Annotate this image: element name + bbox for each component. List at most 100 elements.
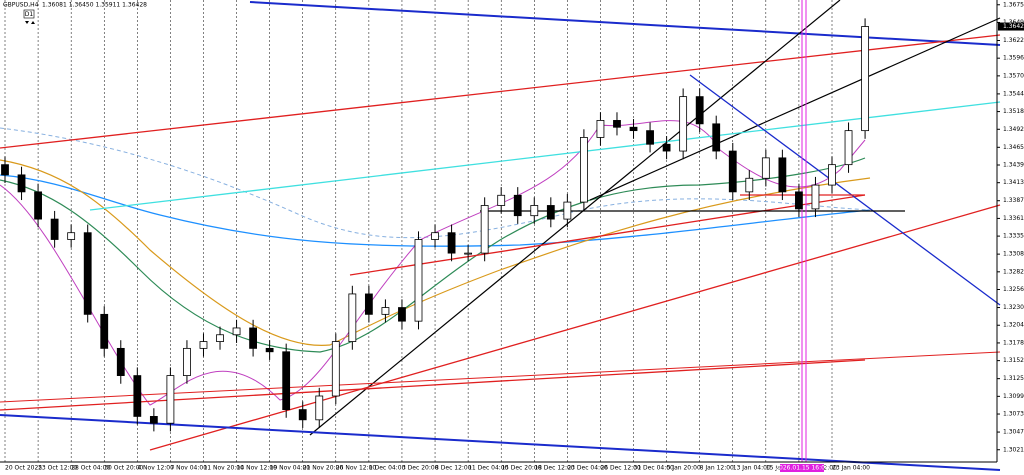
candle-body bbox=[216, 334, 224, 342]
y-tick-label: 1.35180 bbox=[1003, 108, 1024, 115]
candle-body bbox=[745, 177, 754, 193]
x-tick-label: 8 Jan 12:00 bbox=[700, 465, 734, 472]
trend-line bbox=[349, 194, 866, 276]
y-tick-label: 1.33870 bbox=[1003, 197, 1024, 204]
candle-body bbox=[695, 96, 704, 125]
trend-line bbox=[249, 1, 1001, 46]
candle-body bbox=[67, 232, 76, 240]
candle-body bbox=[199, 341, 208, 349]
candle-body bbox=[761, 157, 770, 179]
x-tick-label: 11 Dec 04:00 bbox=[468, 465, 509, 472]
y-tick-label: 1.30470 bbox=[1003, 429, 1024, 436]
trend-line bbox=[0, 359, 866, 411]
candle-body bbox=[844, 130, 853, 166]
x-tick-label: 23 Dec 04:00 bbox=[567, 465, 608, 472]
x-tick-label: 15 Dec 20:00 bbox=[501, 465, 542, 472]
x-tick-label: 23 Oct 12:00 bbox=[38, 465, 77, 472]
candle-body bbox=[249, 327, 258, 349]
symbol: GBPUSD,H4 bbox=[3, 2, 39, 9]
x-tick-label: 20 Oct 2025 bbox=[5, 465, 42, 472]
candle-body bbox=[513, 194, 522, 217]
candle-body bbox=[546, 205, 555, 220]
candle-body bbox=[34, 191, 42, 220]
timeframe[interactable]: D1 bbox=[25, 11, 34, 18]
trend-line bbox=[689, 74, 1001, 306]
y-tick-label: 1.30210 bbox=[1003, 446, 1024, 453]
timeframe-box[interactable] bbox=[23, 9, 35, 19]
y-tick-label: 1.32565 bbox=[1003, 286, 1024, 293]
candle-body bbox=[282, 351, 291, 411]
candle-body bbox=[728, 150, 737, 193]
y-tick-label: 1.31520 bbox=[1003, 357, 1024, 364]
x-tick-label: 19 Nov 04:00 bbox=[270, 465, 311, 472]
x-tick-label: 30 Oct 20:00 bbox=[104, 465, 143, 472]
ma-line bbox=[0, 174, 871, 247]
y-tick-label: 1.32825 bbox=[1003, 268, 1024, 275]
candle-body bbox=[348, 293, 357, 342]
y-tick-label: 1.36490 bbox=[1003, 19, 1024, 26]
y-tick-label: 1.34395 bbox=[1003, 162, 1024, 169]
x-tick-label: 11 Nov 20:00 bbox=[203, 465, 244, 472]
candles bbox=[1, 18, 869, 432]
y-tick-label: 1.33610 bbox=[1003, 215, 1024, 222]
quote: 1.36081 1.36450 1.35911 1.36428 bbox=[42, 2, 147, 9]
candle-body bbox=[133, 375, 142, 417]
candle-body bbox=[464, 252, 473, 255]
y-tick-label: 1.31255 bbox=[1003, 375, 1024, 382]
x-tick-label: 18 Dec 12:00 bbox=[534, 465, 575, 472]
candle-body bbox=[50, 218, 59, 240]
trend-line bbox=[589, 17, 1001, 201]
y-tick-label: 1.34920 bbox=[1003, 126, 1024, 133]
x-tick-label: 1 Dec 04:00 bbox=[369, 465, 406, 472]
candle-body bbox=[398, 307, 406, 322]
candle-body bbox=[580, 137, 588, 203]
candle-body bbox=[1, 164, 9, 176]
candle-body bbox=[17, 174, 26, 193]
scroll-arrows[interactable] bbox=[25, 21, 35, 24]
candle-body bbox=[149, 416, 158, 424]
y-tick-label: 1.36225 bbox=[1003, 37, 1024, 44]
ma-line bbox=[0, 157, 866, 353]
trend-line bbox=[0, 34, 1001, 149]
trend-line bbox=[89, 101, 1001, 211]
candle-body bbox=[265, 347, 274, 353]
x-tick-label: 23 Jan 04:00 bbox=[832, 465, 870, 472]
axes: 1.36750 1.36490 1.36225 1.35965 1.35705 1.354… bbox=[5, 1, 1024, 472]
trend-line bbox=[0, 414, 1001, 471]
candle-body bbox=[497, 194, 506, 206]
candle-body bbox=[646, 130, 654, 145]
y-tick-label: 1.30735 bbox=[1003, 411, 1024, 418]
y-tick-label: 1.35965 bbox=[1003, 55, 1024, 62]
candle-body bbox=[447, 232, 456, 254]
y-tick-label: 1.32300 bbox=[1003, 304, 1024, 311]
candle-body bbox=[629, 126, 638, 132]
y-tick-label: 1.34655 bbox=[1003, 144, 1024, 151]
y-tick-label: 1.31780 bbox=[1003, 339, 1024, 346]
candle-body bbox=[232, 327, 241, 336]
y-tick-label: 1.35705 bbox=[1003, 72, 1024, 79]
candle-body bbox=[480, 205, 489, 254]
candle-body bbox=[530, 205, 539, 217]
candle-body bbox=[414, 239, 423, 322]
y-tick-label: 1.33085 bbox=[1003, 251, 1024, 258]
trend-line bbox=[309, 0, 841, 436]
candle-body bbox=[83, 232, 92, 315]
candle-body bbox=[613, 120, 621, 128]
trend-line bbox=[149, 204, 1001, 451]
x-tick-label: 26 Dec 12:00 bbox=[600, 465, 641, 472]
y-tick-label: 1.35440 bbox=[1003, 90, 1024, 97]
x-tick-label: 14 Nov 12:00 bbox=[237, 465, 278, 472]
annotation: 2026.01.15 16:00 bbox=[775, 465, 829, 472]
candle-body bbox=[116, 347, 125, 376]
price-tag-label: 1.36428 bbox=[1003, 23, 1024, 30]
x-tick-label: 28 Oct 04:00 bbox=[71, 465, 110, 472]
x-tick-label: 21 Nov 20:00 bbox=[303, 465, 344, 472]
x-tick-label: 7 Nov 04:00 bbox=[170, 465, 207, 472]
x-tick-label: 4 Nov 12:00 bbox=[137, 465, 174, 472]
candle-body bbox=[315, 395, 324, 421]
candle-body bbox=[811, 184, 820, 210]
candle-body bbox=[431, 232, 439, 240]
candle-body bbox=[596, 120, 605, 138]
candle-body bbox=[166, 375, 175, 424]
